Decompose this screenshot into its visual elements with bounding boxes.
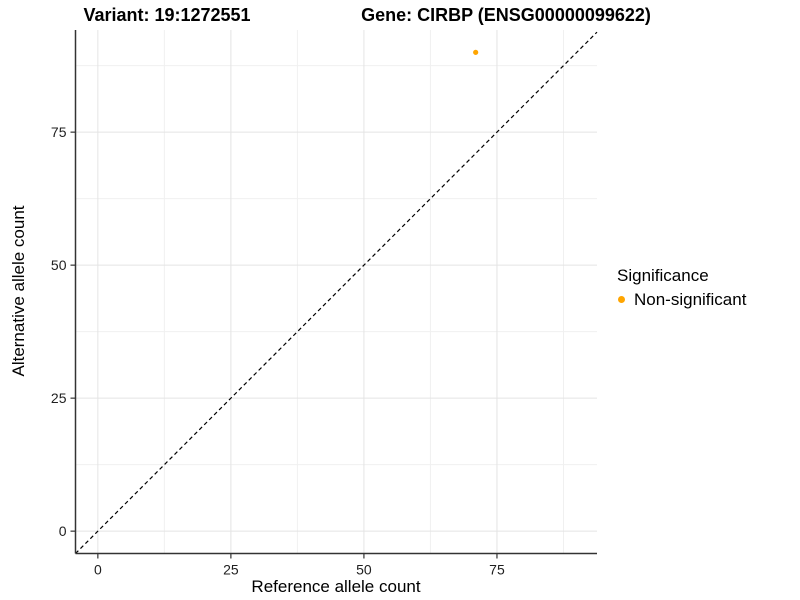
- legend-items: Non-significant: [617, 289, 746, 310]
- legend-point-icon: [618, 296, 625, 303]
- x-tick-label: 75: [489, 562, 505, 578]
- y-tick-label: 75: [51, 124, 67, 140]
- identity-line: [75, 31, 598, 554]
- x-axis-title: Reference allele count: [251, 577, 421, 596]
- x-tick-label: 50: [356, 562, 372, 578]
- legend-item-label: Non-significant: [634, 289, 747, 309]
- y-tick-label: 25: [51, 390, 67, 406]
- y-axis-title: Alternative allele count: [9, 205, 28, 377]
- plot-title-variant: Variant: 19:1272551: [83, 5, 251, 25]
- y-tick-label: 0: [59, 523, 67, 539]
- legend: Significance Non-significant: [617, 265, 746, 310]
- legend-item: Non-significant: [617, 289, 746, 310]
- x-tick-label: 25: [223, 562, 239, 578]
- y-tick-label: 50: [51, 257, 67, 273]
- x-tick-label: 0: [94, 562, 102, 578]
- plot-title-gene: Gene: CIRBP (ENSG00000099622): [361, 5, 651, 25]
- legend-title: Significance: [617, 266, 709, 285]
- data-point: [473, 49, 479, 55]
